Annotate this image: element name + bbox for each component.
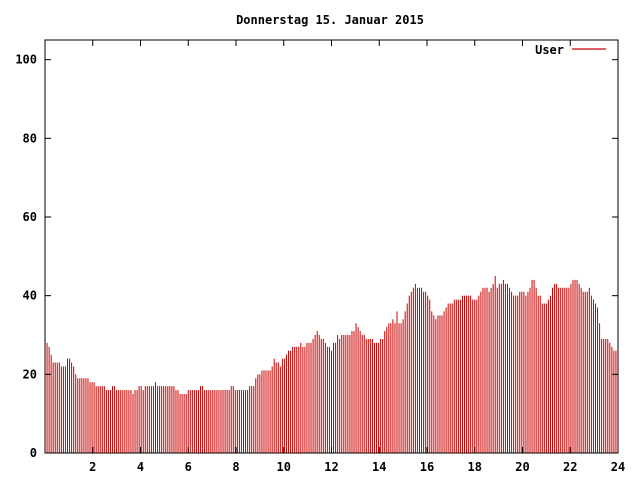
- y-tick-label: 100: [15, 53, 37, 67]
- x-tick-label: 4: [137, 460, 144, 474]
- legend: User: [535, 43, 606, 57]
- chart-title: Donnerstag 15. Januar 2015: [236, 13, 424, 27]
- x-tick-label: 18: [468, 460, 482, 474]
- x-tick-label: 10: [277, 460, 291, 474]
- x-tick-label: 8: [232, 460, 239, 474]
- x-tick-label: 20: [515, 460, 529, 474]
- x-tick-label: 16: [420, 460, 434, 474]
- x-tick-label: 2: [89, 460, 96, 474]
- y-tick-label: 40: [23, 289, 37, 303]
- x-tick-label: 14: [372, 460, 386, 474]
- y-tick-label: 80: [23, 131, 37, 145]
- x-tick-label: 24: [611, 460, 625, 474]
- x-tick-label: 22: [563, 460, 577, 474]
- bar-series: [44, 276, 619, 453]
- x-tick-label: 6: [185, 460, 192, 474]
- y-tick-label: 60: [23, 210, 37, 224]
- y-tick-label: 20: [23, 367, 37, 381]
- x-tick-label: 12: [324, 460, 338, 474]
- legend-label: User: [535, 43, 564, 57]
- y-tick-label: 0: [30, 446, 37, 460]
